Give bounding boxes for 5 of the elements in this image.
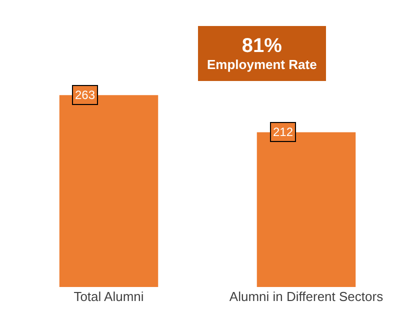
- x-tick-label: Total Alumni: [74, 289, 144, 304]
- x-tick-label: Alumni in Different Sectors: [229, 289, 384, 304]
- data-label: 212: [273, 125, 294, 139]
- text: 81% Employment Rate: [207, 35, 317, 72]
- data-label: 263: [75, 88, 96, 102]
